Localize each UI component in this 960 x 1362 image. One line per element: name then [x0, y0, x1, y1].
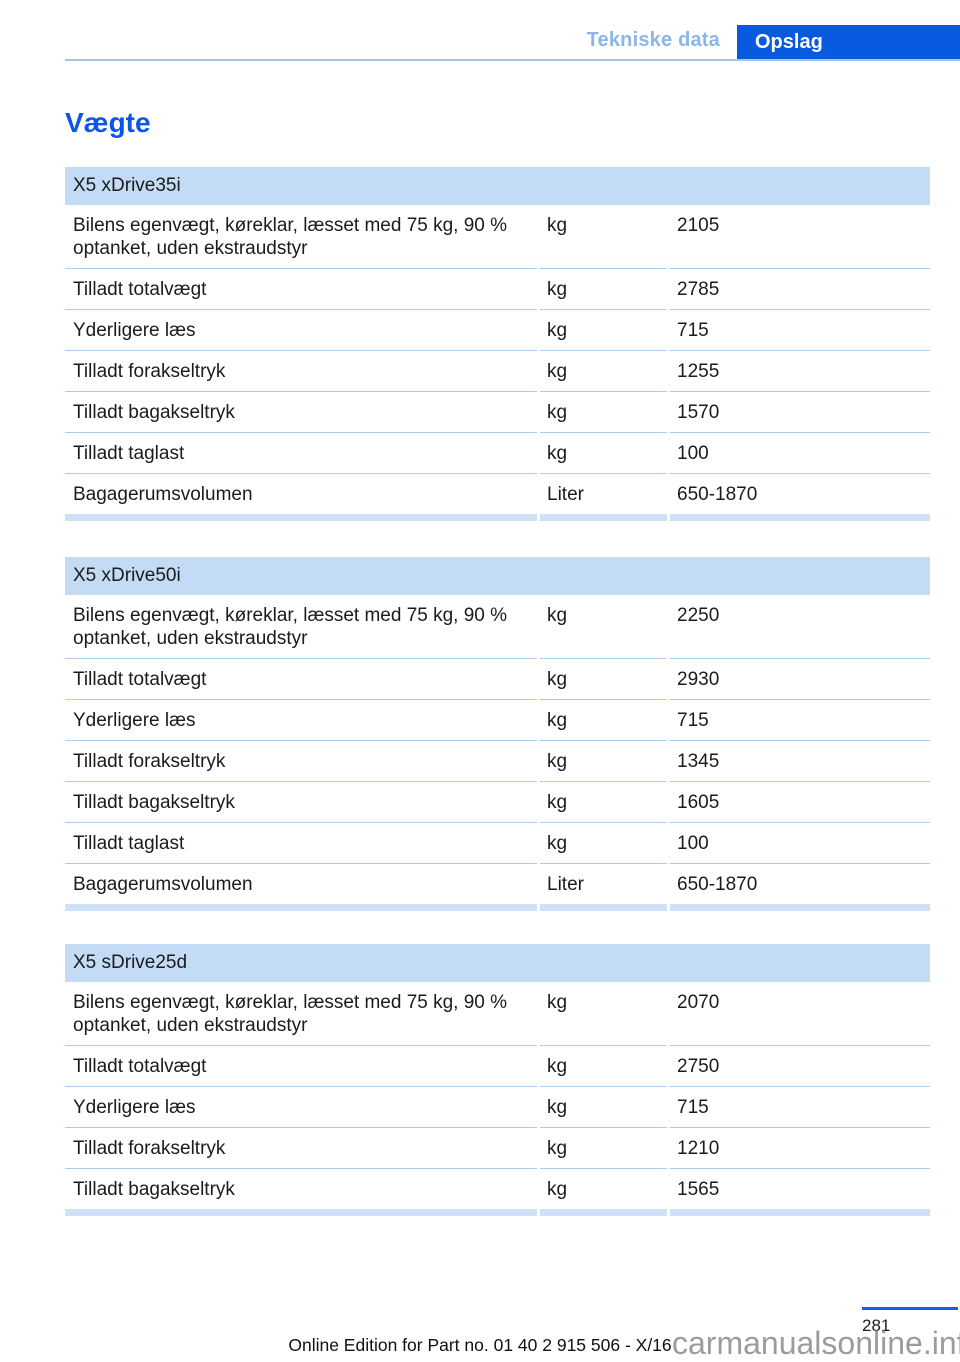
row-value: 100 [670, 433, 930, 474]
table-row: Tilladt totalvægt kg 2785 [65, 269, 930, 310]
row-label: Yderligere læs [65, 310, 537, 351]
table-title: X5 sDrive25d [65, 944, 930, 982]
row-value: 715 [670, 310, 930, 351]
row-value: 715 [670, 700, 930, 741]
row-value: 650-1870 [677, 874, 758, 895]
table-row: Tilladt forakseltryk kg 1255 [65, 351, 930, 392]
row-label: Yderligere læs [65, 1087, 537, 1128]
row-label: Bagagerumsvolumen [73, 874, 253, 895]
table-row: Yderligere læs kg 715 [65, 310, 930, 351]
row-unit: kg [547, 1179, 568, 1200]
row-unit: kg [540, 269, 667, 310]
table-row: Tilladt totalvægt kg 2930 [65, 659, 930, 700]
row-unit: Liter [547, 874, 584, 895]
row-value: 2105 [670, 205, 930, 269]
row-unit: kg [540, 659, 667, 700]
table-bottom-bar [65, 514, 930, 521]
row-label: Tilladt bagakseltryk [65, 782, 537, 823]
row-value: 2785 [670, 269, 930, 310]
table-row: Yderligere læs kg 715 [65, 1087, 930, 1128]
chapter-tab-bar: Tekniske data Opslag [0, 0, 960, 61]
row-value: 1605 [670, 782, 930, 823]
row-label: Tilladt totalvægt [65, 269, 537, 310]
row-label: Tilladt forakseltryk [65, 1128, 537, 1169]
row-unit: kg [540, 982, 667, 1046]
row-label: Bilens egenvægt, køreklar, læsset med 75… [65, 982, 537, 1046]
tab-tekniske-data[interactable]: Tekniske data [586, 29, 720, 51]
table-row: Tilladt taglast kg 100 [65, 823, 930, 864]
row-value: 1570 [670, 392, 930, 433]
row-unit: kg [540, 741, 667, 782]
row-label: Tilladt forakseltryk [65, 351, 537, 392]
spec-table-x5-xdrive50i: X5 xDrive50i Bilens egenvægt, køreklar, … [65, 557, 930, 911]
row-unit: kg [540, 205, 667, 269]
row-label: Tilladt taglast [65, 433, 537, 474]
row-label: Tilladt totalvægt [65, 659, 537, 700]
table-row: Tilladt bagakseltryk kg 1605 [65, 782, 930, 823]
row-label: Tilladt bagakseltryk [73, 1179, 235, 1200]
row-label: Bagagerumsvolumen [73, 484, 253, 505]
table-row: Tilladt totalvægt kg 2750 [65, 1046, 930, 1087]
table-row: Bagagerumsvolumen Liter 650-1870 [65, 474, 930, 514]
row-unit: kg [540, 1128, 667, 1169]
row-unit: kg [540, 700, 667, 741]
header-divider-line [65, 59, 960, 61]
table-row: Tilladt bagakseltryk kg 1565 [65, 1169, 930, 1209]
row-unit: kg [540, 782, 667, 823]
row-unit: kg [540, 351, 667, 392]
row-label: Tilladt taglast [65, 823, 537, 864]
tab-opslag[interactable]: Opslag [737, 25, 960, 59]
row-value: 2930 [670, 659, 930, 700]
table-row: Tilladt forakseltryk kg 1210 [65, 1128, 930, 1169]
table-row: Yderligere læs kg 715 [65, 700, 930, 741]
row-value: 1255 [670, 351, 930, 392]
row-label: Yderligere læs [65, 700, 537, 741]
table-row: Tilladt bagakseltryk kg 1570 [65, 392, 930, 433]
row-unit: kg [540, 1087, 667, 1128]
table-title: X5 xDrive35i [65, 167, 930, 205]
row-value: 1345 [670, 741, 930, 782]
table-bottom-bar [65, 904, 930, 911]
page-number: 281 [862, 1316, 891, 1335]
row-label: Bilens egenvægt, køreklar, læsset med 75… [65, 205, 537, 269]
row-unit: kg [540, 392, 667, 433]
table-bottom-bar [65, 1209, 930, 1216]
edition-note: Online Edition for Part no. 01 40 2 915 … [288, 1335, 672, 1355]
spec-table-x5-xdrive35i: X5 xDrive35i Bilens egenvægt, køreklar, … [65, 167, 930, 521]
row-unit: Liter [547, 484, 584, 505]
watermark-text: carmanualsonline.info [672, 1325, 960, 1361]
table-row: Bilens egenvægt, køreklar, læsset med 75… [65, 205, 930, 269]
content-area: X5 xDrive35i Bilens egenvægt, køreklar, … [65, 167, 930, 1216]
row-value: 2070 [670, 982, 930, 1046]
spec-table-x5-sdrive25d: X5 sDrive25d Bilens egenvægt, køreklar, … [65, 944, 930, 1216]
table-row: Bagagerumsvolumen Liter 650-1870 [65, 864, 930, 904]
row-value: 1210 [670, 1128, 930, 1169]
row-label: Tilladt bagakseltryk [65, 392, 537, 433]
row-unit: kg [540, 1046, 667, 1087]
table-row: Tilladt taglast kg 100 [65, 433, 930, 474]
row-value: 715 [670, 1087, 930, 1128]
row-label: Bilens egenvægt, køreklar, læsset med 75… [65, 595, 537, 659]
page-title: Vægte [65, 107, 151, 138]
row-unit: kg [540, 310, 667, 351]
table-row: Tilladt forakseltryk kg 1345 [65, 741, 930, 782]
row-value: 650-1870 [677, 484, 758, 505]
row-value: 2250 [670, 595, 930, 659]
row-value: 1565 [677, 1179, 720, 1200]
table-title: X5 xDrive50i [65, 557, 930, 595]
row-value: 100 [670, 823, 930, 864]
row-label: Tilladt forakseltryk [65, 741, 537, 782]
row-unit: kg [540, 823, 667, 864]
row-label: Tilladt totalvægt [65, 1046, 537, 1087]
table-row: Bilens egenvægt, køreklar, læsset med 75… [65, 595, 930, 659]
page-number-rule [862, 1307, 958, 1310]
row-value: 2750 [670, 1046, 930, 1087]
row-unit: kg [540, 595, 667, 659]
row-unit: kg [540, 433, 667, 474]
table-row: Bilens egenvægt, køreklar, læsset med 75… [65, 982, 930, 1046]
